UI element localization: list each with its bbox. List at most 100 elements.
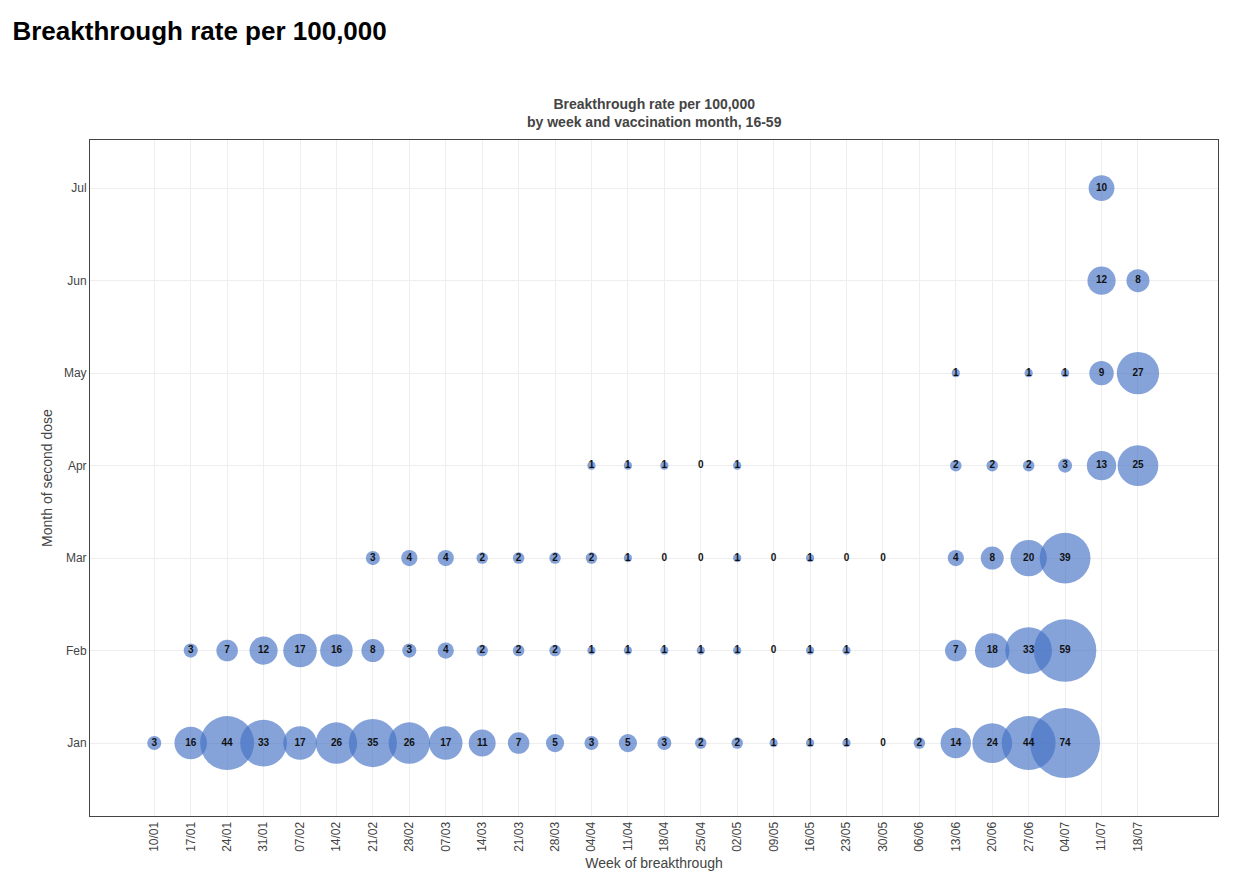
svg-text:44: 44: [1023, 737, 1035, 748]
svg-text:May: May: [64, 366, 87, 380]
svg-text:20/06: 20/06: [985, 821, 999, 851]
svg-text:4: 4: [953, 552, 959, 563]
svg-text:5: 5: [625, 737, 631, 748]
svg-text:28/02: 28/02: [402, 821, 416, 851]
svg-text:39: 39: [1060, 552, 1072, 563]
svg-text:12: 12: [1096, 274, 1108, 285]
svg-text:7: 7: [953, 644, 959, 655]
svg-text:2: 2: [1026, 459, 1032, 470]
svg-text:04/07: 04/07: [1058, 821, 1072, 851]
svg-text:02/05: 02/05: [730, 821, 744, 851]
svg-text:27: 27: [1132, 367, 1144, 378]
svg-text:17: 17: [440, 737, 452, 748]
svg-text:3: 3: [188, 644, 194, 655]
svg-text:5: 5: [552, 737, 558, 748]
svg-text:1: 1: [807, 737, 813, 748]
svg-text:1: 1: [734, 459, 740, 470]
svg-text:26: 26: [404, 737, 416, 748]
svg-text:Breakthrough rate per 100,000: Breakthrough rate per 100,000: [12, 16, 386, 46]
svg-text:18/04: 18/04: [657, 821, 671, 851]
svg-text:33: 33: [258, 737, 270, 748]
svg-text:74: 74: [1060, 737, 1072, 748]
svg-text:1: 1: [734, 552, 740, 563]
svg-text:Mar: Mar: [66, 551, 87, 565]
svg-text:3: 3: [370, 552, 376, 563]
svg-text:2: 2: [989, 459, 995, 470]
svg-text:17: 17: [294, 737, 306, 748]
svg-text:3: 3: [662, 737, 668, 748]
svg-text:1: 1: [953, 367, 959, 378]
svg-text:16: 16: [331, 644, 343, 655]
svg-text:14/02: 14/02: [329, 821, 343, 851]
svg-text:2: 2: [589, 552, 595, 563]
svg-text:8: 8: [989, 552, 995, 563]
svg-text:2: 2: [552, 644, 558, 655]
svg-text:06/06: 06/06: [912, 821, 926, 851]
svg-text:8: 8: [1135, 274, 1141, 285]
svg-text:7: 7: [224, 644, 230, 655]
svg-text:17/01: 17/01: [184, 821, 198, 851]
svg-text:0: 0: [771, 552, 777, 563]
svg-text:4: 4: [443, 644, 449, 655]
svg-text:24: 24: [987, 737, 999, 748]
svg-text:Jun: Jun: [67, 274, 86, 288]
svg-text:07/03: 07/03: [439, 821, 453, 851]
svg-text:25/04: 25/04: [694, 821, 708, 851]
svg-text:1: 1: [625, 644, 631, 655]
svg-text:2: 2: [734, 737, 740, 748]
svg-text:21/02: 21/02: [366, 821, 380, 851]
svg-text:14: 14: [950, 737, 962, 748]
svg-text:3: 3: [589, 737, 595, 748]
svg-text:9: 9: [1099, 367, 1105, 378]
svg-text:16/05: 16/05: [803, 821, 817, 851]
svg-text:1: 1: [589, 459, 595, 470]
svg-text:7: 7: [516, 737, 522, 748]
svg-text:0: 0: [880, 737, 886, 748]
svg-text:04/04: 04/04: [584, 821, 598, 851]
svg-text:18/07: 18/07: [1131, 821, 1145, 851]
svg-text:4: 4: [407, 552, 413, 563]
svg-text:0: 0: [771, 644, 777, 655]
svg-text:10/01: 10/01: [147, 821, 161, 851]
svg-text:13: 13: [1096, 459, 1108, 470]
svg-text:0: 0: [698, 459, 704, 470]
svg-text:Jan: Jan: [67, 736, 86, 750]
svg-text:23/05: 23/05: [839, 821, 853, 851]
svg-text:30/05: 30/05: [876, 821, 890, 851]
svg-text:2: 2: [698, 737, 704, 748]
svg-text:18: 18: [987, 644, 999, 655]
svg-text:1: 1: [589, 644, 595, 655]
svg-text:10: 10: [1096, 182, 1108, 193]
svg-text:59: 59: [1060, 644, 1072, 655]
svg-text:11/07: 11/07: [1094, 821, 1108, 850]
svg-text:2: 2: [516, 552, 522, 563]
svg-text:26: 26: [331, 737, 343, 748]
svg-text:07/02: 07/02: [293, 821, 307, 851]
svg-text:25: 25: [1132, 459, 1144, 470]
svg-text:1: 1: [844, 644, 850, 655]
svg-text:21/03: 21/03: [512, 821, 526, 851]
svg-text:0: 0: [880, 552, 886, 563]
svg-text:11/04: 11/04: [621, 821, 635, 850]
svg-text:31/01: 31/01: [256, 821, 270, 851]
svg-text:Jul: Jul: [71, 181, 86, 195]
svg-text:2: 2: [516, 644, 522, 655]
svg-text:3: 3: [1062, 459, 1068, 470]
svg-text:28/03: 28/03: [548, 821, 562, 851]
svg-text:0: 0: [844, 552, 850, 563]
svg-text:17: 17: [294, 644, 306, 655]
svg-text:1: 1: [1062, 367, 1068, 378]
svg-text:Week of breakthrough: Week of breakthrough: [585, 855, 723, 871]
svg-text:16: 16: [185, 737, 197, 748]
svg-text:Apr: Apr: [68, 459, 87, 473]
svg-text:1: 1: [662, 459, 668, 470]
svg-text:1: 1: [807, 644, 813, 655]
svg-text:1: 1: [625, 552, 631, 563]
svg-text:11: 11: [477, 737, 488, 748]
svg-text:20: 20: [1023, 552, 1035, 563]
svg-text:2: 2: [552, 552, 558, 563]
svg-text:2: 2: [917, 737, 923, 748]
svg-text:Feb: Feb: [66, 644, 87, 658]
svg-text:0: 0: [698, 552, 704, 563]
svg-text:3: 3: [407, 644, 413, 655]
